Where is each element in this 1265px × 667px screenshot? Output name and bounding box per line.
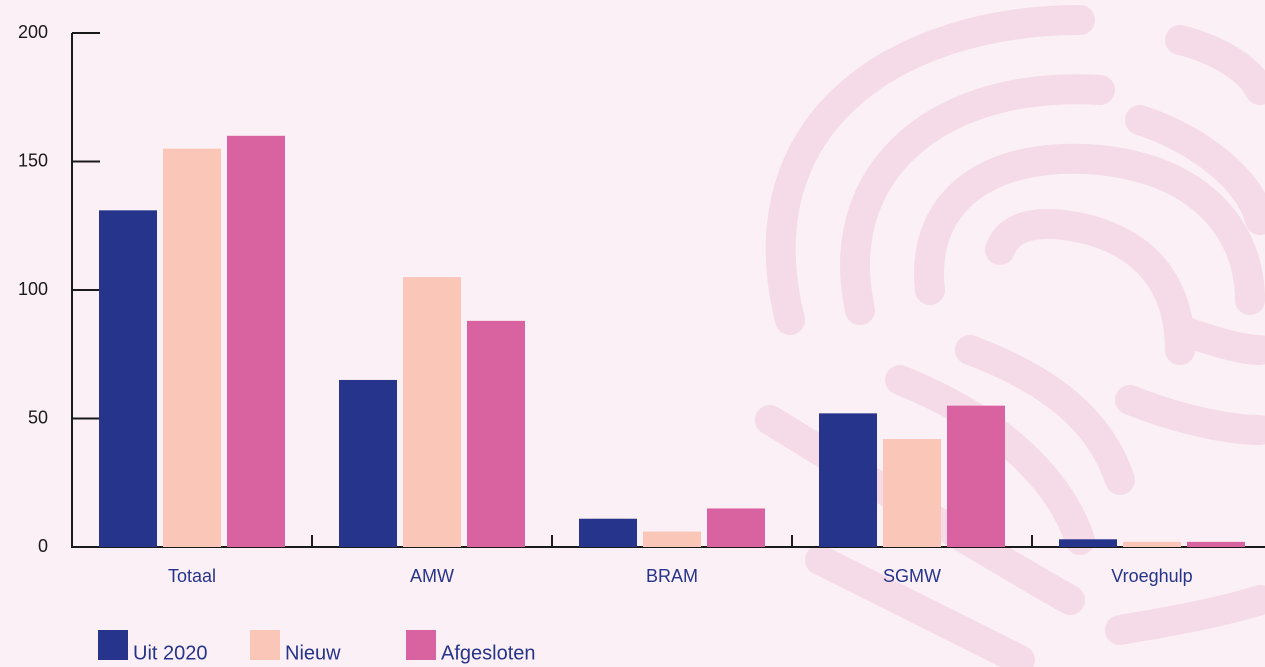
y-tick-label: 200	[18, 22, 48, 42]
bar	[707, 508, 765, 547]
y-tick-label: 0	[38, 536, 48, 556]
bar	[403, 277, 461, 547]
legend-swatch	[406, 630, 436, 660]
bar	[819, 413, 877, 547]
bar	[227, 135, 285, 548]
bar	[1187, 541, 1245, 547]
legend-label: Nieuw	[285, 642, 341, 664]
x-tick-label: Totaal	[168, 566, 216, 586]
bar	[643, 531, 701, 547]
legend-swatch	[250, 630, 280, 660]
bar	[947, 405, 1005, 547]
background-pattern	[755, 5, 1265, 667]
y-tick-label: 50	[28, 407, 48, 427]
x-tick-label: Vroeghulp	[1111, 566, 1192, 586]
bar	[1059, 539, 1117, 547]
y-tick-label: 100	[18, 279, 48, 299]
bar	[1123, 541, 1181, 547]
bar	[99, 210, 157, 547]
bar	[467, 320, 525, 547]
legend-label: Uit 2020	[133, 642, 208, 664]
x-tick-label: AMW	[410, 566, 454, 586]
x-tick-label: SGMW	[883, 566, 941, 586]
x-tick-label: BRAM	[646, 566, 698, 586]
bar	[883, 439, 941, 547]
legend-label: Afgesloten	[441, 642, 536, 664]
bar	[339, 379, 397, 547]
bar	[579, 518, 637, 547]
y-tick-label: 150	[18, 150, 48, 170]
legend-swatch	[98, 630, 128, 660]
bar	[163, 148, 221, 547]
